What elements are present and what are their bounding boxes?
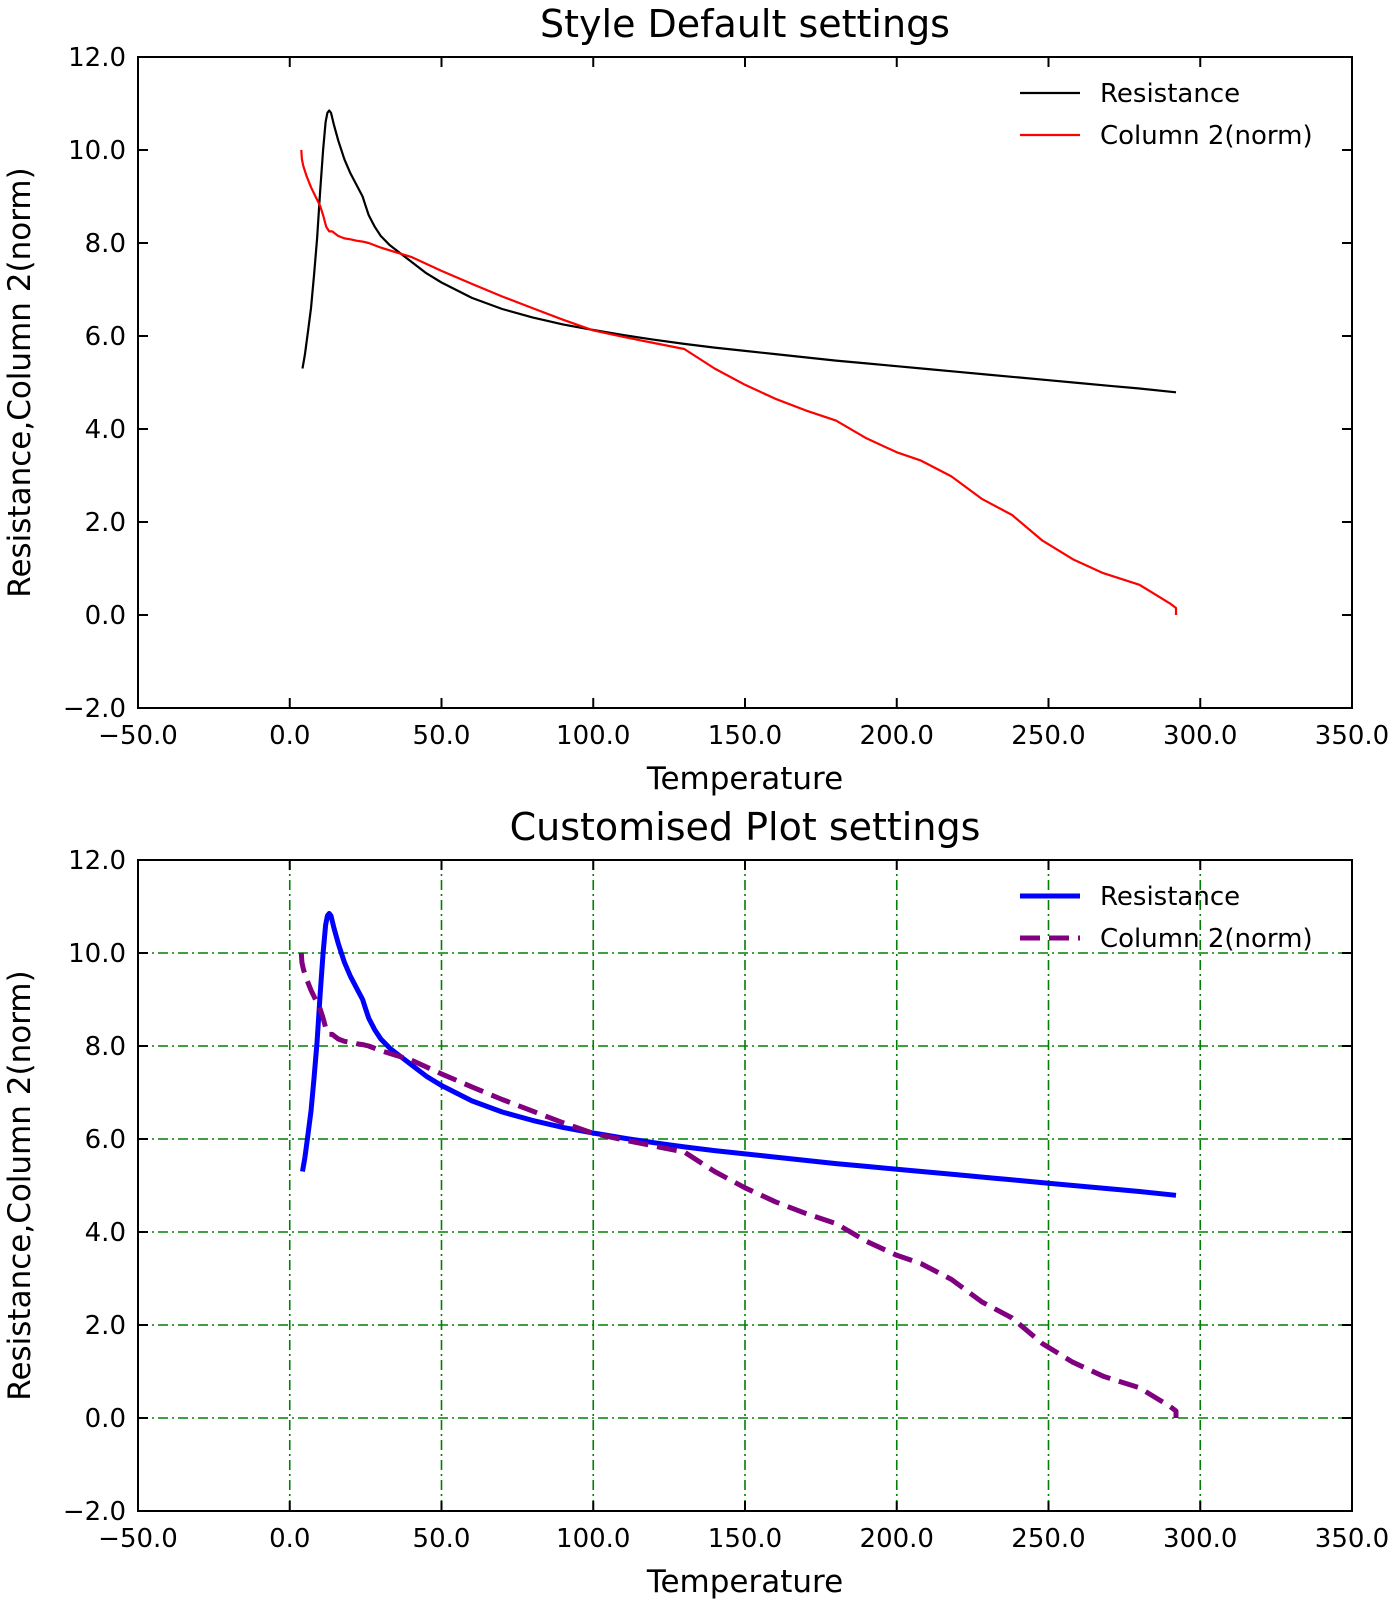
y-tick-label: 0.0 bbox=[85, 1404, 126, 1434]
y-tick-label: −2.0 bbox=[63, 694, 126, 724]
x-tick-label: −50.0 bbox=[98, 1524, 178, 1554]
x-tick-label: 150.0 bbox=[708, 721, 782, 751]
chart-title: Customised Plot settings bbox=[510, 805, 981, 849]
y-tick-label: 2.0 bbox=[85, 508, 126, 538]
x-tick-label: 350.0 bbox=[1315, 721, 1389, 751]
y-tick-label: 10.0 bbox=[68, 136, 126, 166]
x-tick-label: 300.0 bbox=[1163, 721, 1237, 751]
chart-2: Customised Plot settings −50.0 0.0 50.0 100.… bbox=[2, 805, 1389, 1600]
chart-title: Style Default settings bbox=[540, 2, 950, 46]
x-tick-label: 0.0 bbox=[269, 1524, 310, 1554]
legend: Resistance Column 2(norm) bbox=[1020, 882, 1313, 954]
x-axis-label: Temperature bbox=[646, 761, 843, 797]
x-tick-label: 350.0 bbox=[1315, 1524, 1389, 1554]
x-tick-label: 0.0 bbox=[269, 721, 310, 751]
series-line-2 bbox=[300, 149, 1178, 615]
x-tick-label: 250.0 bbox=[1011, 721, 1085, 751]
chart-1: Style Default settings −50.0 0.0 50.0 100.0 1… bbox=[2, 2, 1389, 797]
x-tick-label: 100.0 bbox=[556, 721, 630, 751]
y-tick-label: 8.0 bbox=[85, 229, 126, 259]
y-tick-label: 12.0 bbox=[68, 846, 126, 876]
y-tick-label: 6.0 bbox=[85, 322, 126, 352]
x-tick-label: 50.0 bbox=[413, 1524, 471, 1554]
legend-label: Resistance bbox=[1100, 882, 1240, 912]
legend-label: Column 2(norm) bbox=[1100, 121, 1313, 151]
legend-label: Column 2(norm) bbox=[1100, 924, 1313, 954]
x-tick-label: 150.0 bbox=[708, 1524, 782, 1554]
x-tick-label: 250.0 bbox=[1011, 1524, 1085, 1554]
y-tick-label: 0.0 bbox=[85, 601, 126, 631]
series-line-1 bbox=[301, 109, 1177, 394]
x-tick-label: 100.0 bbox=[556, 1524, 630, 1554]
y-tick-label: 2.0 bbox=[85, 1311, 126, 1341]
series-line-1 bbox=[300, 911, 1177, 1198]
y-tick-label: 10.0 bbox=[68, 939, 126, 969]
x-tick-label: 300.0 bbox=[1163, 1524, 1237, 1554]
y-tick-label: −2.0 bbox=[63, 1497, 126, 1527]
x-tick-label: 50.0 bbox=[413, 721, 471, 751]
legend: Resistance Column 2(norm) bbox=[1020, 79, 1313, 151]
axes-frame bbox=[137, 56, 1353, 709]
y-tick-label: 12.0 bbox=[68, 43, 126, 73]
series-line-2 bbox=[298, 952, 1179, 1418]
y-tick-label: 6.0 bbox=[85, 1125, 126, 1155]
y-tick-label: 4.0 bbox=[85, 415, 126, 445]
y-tick-label: 8.0 bbox=[85, 1032, 126, 1062]
y-tick-label: 4.0 bbox=[85, 1218, 126, 1248]
x-tick-label: −50.0 bbox=[98, 721, 178, 751]
legend-label: Resistance bbox=[1100, 79, 1240, 109]
x-tick-label: 200.0 bbox=[860, 721, 934, 751]
x-axis-label: Temperature bbox=[646, 1564, 843, 1600]
y-axis-label: Resistance,Column 2(norm) bbox=[2, 970, 38, 1400]
x-tick-label: 200.0 bbox=[860, 1524, 934, 1554]
y-axis-label: Resistance,Column 2(norm) bbox=[2, 167, 38, 597]
